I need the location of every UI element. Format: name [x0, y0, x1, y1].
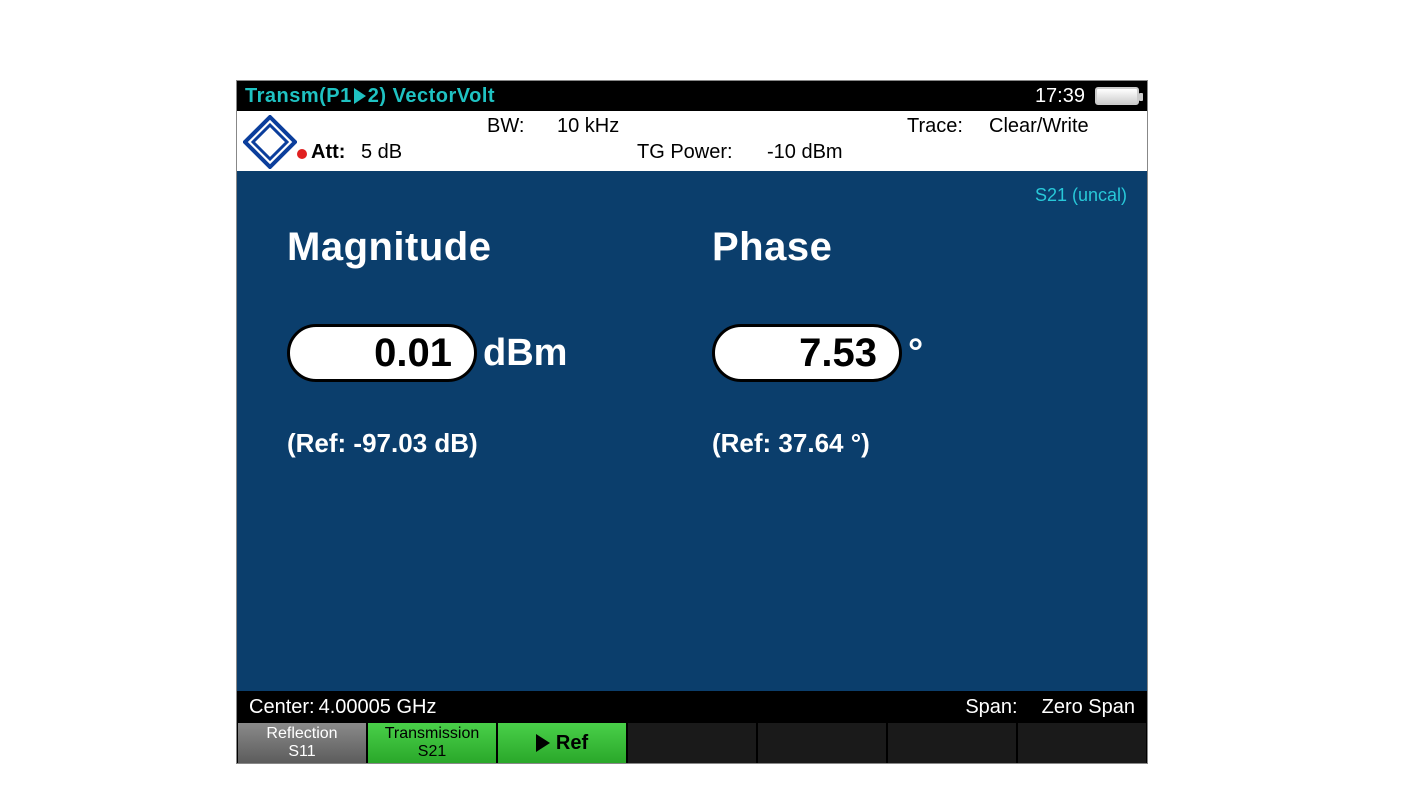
trace-label: Trace:: [907, 115, 963, 138]
play-icon: [536, 734, 550, 752]
s21-status: S21 (uncal): [1035, 185, 1127, 206]
softkey-empty-7[interactable]: [1017, 723, 1147, 763]
trace-value: Clear/Write: [989, 115, 1089, 138]
att-label: Att:: [311, 141, 345, 164]
magnitude-ref: (Ref: -97.03 dB): [287, 428, 672, 459]
battery-icon: [1095, 87, 1139, 105]
clock: 17:39: [1035, 85, 1085, 108]
softkey-sublabel: S11: [288, 743, 315, 761]
magnitude-column: Magnitude 0.01 dBm (Ref: -97.03 dB): [287, 225, 672, 459]
phase-title: Phase: [712, 225, 1097, 270]
phase-column: Phase 7.53 ° (Ref: 37.64 °): [712, 225, 1097, 459]
instrument-screen: Transm(P1 2) VectorVolt 17:39 BW: 10 kHz …: [236, 80, 1148, 764]
att-warning-icon: [297, 149, 307, 159]
tgpower-value: -10 dBm: [767, 141, 843, 164]
span-label: Span:: [965, 696, 1017, 719]
magnitude-unit: dBm: [483, 332, 567, 375]
bw-label: BW:: [487, 115, 524, 138]
center-value: 4.00005 GHz: [319, 696, 437, 719]
softkey-transmission-s21[interactable]: Transmission S21: [367, 723, 497, 763]
phase-ref: (Ref: 37.64 °): [712, 428, 1097, 459]
softkey-empty-4[interactable]: [627, 723, 757, 763]
softkey-empty-6[interactable]: [887, 723, 1017, 763]
softkey-sublabel: S21: [418, 743, 446, 761]
magnitude-title: Magnitude: [287, 225, 672, 270]
mode-left: Transm(P1: [245, 85, 352, 107]
rs-logo-icon: [243, 115, 297, 169]
measurement-panel: S21 (uncal) Magnitude 0.01 dBm (Ref: -97…: [237, 171, 1147, 691]
softkey-label: Transmission: [385, 725, 480, 743]
bw-value: 10 kHz: [557, 115, 619, 138]
softkey-ref[interactable]: Ref: [497, 723, 627, 763]
phase-value[interactable]: 7.53: [712, 324, 902, 382]
center-label: Center:: [249, 696, 315, 719]
footer-info: Center: 4.00005 GHz Span: Zero Span: [237, 691, 1147, 723]
softkey-label: Ref: [556, 732, 588, 754]
mode-right: 2) VectorVolt: [368, 85, 495, 107]
phase-unit: °: [908, 332, 923, 375]
info-bar: BW: 10 kHz Trace: Clear/Write Att: 5 dB …: [237, 111, 1147, 171]
softkey-reflection-s11[interactable]: Reflection S11: [237, 723, 367, 763]
magnitude-value[interactable]: 0.01: [287, 324, 477, 382]
mode-label: Transm(P1 2) VectorVolt: [245, 85, 495, 108]
att-value: 5 dB: [361, 141, 402, 164]
tgpower-label: TG Power:: [637, 141, 733, 164]
title-bar: Transm(P1 2) VectorVolt 17:39: [237, 81, 1147, 111]
span-value: Zero Span: [1042, 696, 1135, 719]
play-right-icon: [354, 88, 366, 104]
softkey-label: Reflection: [266, 725, 337, 743]
softkey-bar: Reflection S11 Transmission S21 Ref: [237, 723, 1147, 763]
softkey-empty-5[interactable]: [757, 723, 887, 763]
